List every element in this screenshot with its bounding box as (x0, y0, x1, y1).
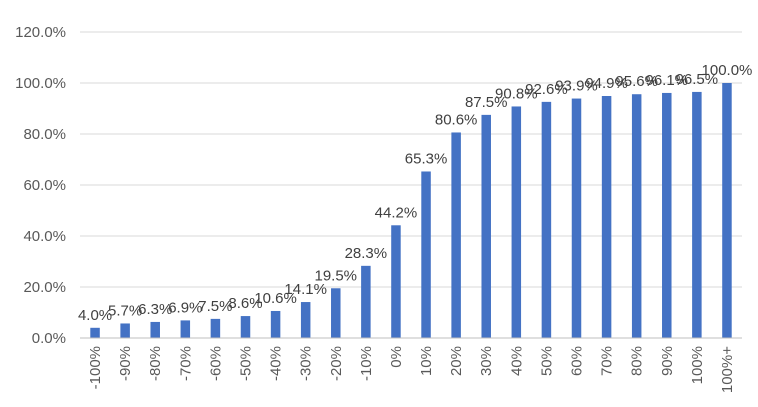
x-tick-label: 10% (418, 346, 435, 376)
bar (571, 98, 582, 339)
bar (511, 106, 522, 339)
data-label: 90.8% (495, 85, 538, 102)
x-tick-label: -20% (328, 346, 345, 381)
data-label: 14.1% (284, 281, 327, 298)
data-label: 10.6% (254, 290, 297, 307)
data-label: 44.2% (375, 204, 418, 221)
y-tick-label: 40.0% (23, 228, 66, 245)
y-tick-label: 120.0% (15, 24, 66, 41)
y-tick-label: 100.0% (15, 75, 66, 92)
bar (120, 323, 130, 338)
x-tick-label: -30% (298, 346, 315, 381)
x-tick-label: -90% (117, 346, 134, 381)
x-tick-label: 90% (659, 346, 676, 376)
data-label: 100.0% (702, 62, 753, 79)
data-label: 87.5% (465, 94, 508, 111)
data-label: 4.0% (78, 307, 112, 324)
x-tick-label: 40% (508, 346, 525, 376)
bar (541, 101, 552, 339)
y-axis: 0.0% 20.0% 40.0% 60.0% 80.0% 100.0% 120.0% (15, 24, 66, 347)
y-tick-label: 60.0% (23, 177, 66, 194)
bar (662, 92, 672, 338)
x-tick-label: 80% (629, 346, 646, 376)
x-tick-label: -60% (207, 346, 224, 381)
x-tick-label: 100% (689, 346, 706, 384)
x-axis: -100% -90% -80% -70% -60% -50% -40% -30% -20% -10… (80, 337, 742, 393)
x-tick-label: 70% (599, 346, 616, 376)
data-label: 94.9% (585, 75, 628, 92)
data-label: 5.7% (108, 302, 142, 319)
gridlines (80, 31, 742, 288)
data-label: 95.6% (615, 73, 658, 90)
bar (361, 265, 371, 338)
bar (481, 114, 491, 338)
data-label: 28.3% (345, 245, 388, 262)
data-label: 6.3% (138, 301, 172, 318)
bar (421, 171, 431, 338)
bar (692, 91, 702, 338)
data-label: 6.9% (168, 299, 202, 316)
data-label: 7.5% (198, 298, 232, 315)
bar (631, 94, 642, 338)
bar (180, 320, 191, 338)
x-tick-label: 50% (538, 346, 555, 376)
bar (451, 132, 461, 338)
bars (90, 83, 732, 339)
bar (270, 310, 281, 338)
data-label: 93.9% (555, 78, 598, 95)
x-tick-label: 0% (388, 346, 405, 368)
bar (240, 316, 251, 338)
bar (210, 318, 221, 338)
x-tick-label: 30% (478, 346, 495, 376)
data-label: 96.5% (676, 71, 719, 88)
data-label: 80.6% (435, 111, 478, 128)
data-labels: 4.0%5.7%6.3%6.9%7.5%8.6%10.6%14.1%19.5% 2… (78, 62, 752, 324)
x-tick-label: 60% (569, 346, 586, 376)
bar (391, 225, 401, 338)
data-label: 65.3% (405, 150, 448, 167)
y-tick-label: 80.0% (23, 126, 66, 143)
bar (331, 288, 341, 338)
data-label: 19.5% (314, 267, 357, 284)
data-label: 8.6% (228, 295, 262, 312)
y-tick-label: 0.0% (32, 330, 66, 347)
bar (150, 321, 160, 338)
data-label: 92.6% (525, 81, 568, 98)
bar (90, 327, 100, 338)
data-label: 96.1% (645, 72, 688, 89)
x-tick-label: 100%+ (719, 346, 736, 393)
y-tick-label: 20.0% (23, 279, 66, 296)
x-tick-label: -100% (87, 346, 104, 389)
x-tick-label: -10% (358, 346, 375, 381)
x-tick-label: -50% (238, 346, 255, 381)
x-tick-label: -80% (147, 346, 164, 381)
bar (722, 83, 732, 338)
bar (601, 96, 612, 338)
x-tick-label: -70% (177, 346, 194, 381)
x-tick-label: -40% (268, 346, 285, 381)
x-tick-label: 20% (448, 346, 465, 376)
bar (300, 302, 311, 338)
